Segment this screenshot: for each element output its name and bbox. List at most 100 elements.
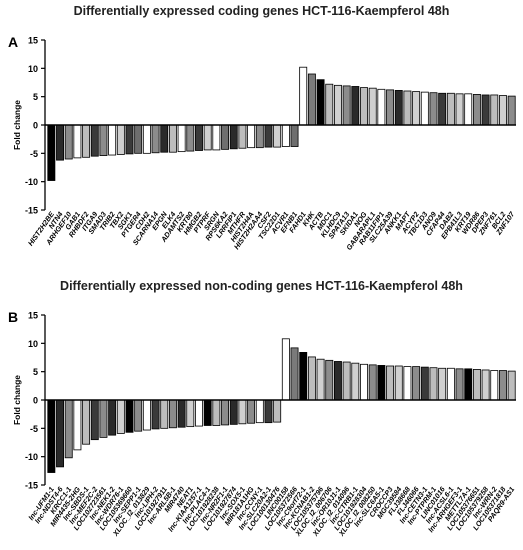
bar-mthfr: [238, 124, 247, 149]
bar-flj46066: [412, 366, 421, 401]
bar-xloc-l2-008250: [368, 364, 377, 401]
bar-lnc-or10j1-1: [333, 361, 342, 401]
y-tick-label: -10: [25, 177, 38, 187]
bar-nog: [360, 87, 368, 126]
panel-a: Differentially expressed coding genes HC…: [8, 4, 517, 252]
bar-ptprf: [203, 124, 212, 151]
y-tick-label: -5: [30, 149, 38, 159]
bar-flj38668: [403, 366, 412, 401]
bar-neat1: [186, 399, 195, 428]
bar-cfap44: [438, 92, 447, 126]
bar-lnc-nek1-2: [108, 399, 117, 436]
panel-b: Differentially expressed non-coding gene…: [0, 275, 523, 550]
y-tick-label: 10: [28, 339, 38, 349]
bar-mettl7a-1: [464, 368, 473, 401]
bar-lnc-slc20a2-1: [264, 399, 273, 424]
bar-tbc1d3: [420, 91, 429, 126]
bar-lnc-plac4-1: [203, 399, 212, 426]
bar-lnc-sepp1-1: [134, 399, 143, 432]
bar-lnc-ufm1-1: [47, 399, 56, 473]
bar-loc101928304: [360, 363, 368, 401]
y-tick-label: 5: [33, 367, 38, 377]
bar-mir181a1hg: [247, 399, 256, 424]
bar-epgn: [160, 124, 169, 153]
bar-krt80: [186, 124, 195, 152]
bar-xloc-l2-014096: [342, 361, 351, 401]
bar-mdc1: [325, 83, 334, 126]
bar-actb: [316, 79, 325, 126]
chart-title: Differentially expressed coding genes HC…: [73, 4, 450, 18]
y-axis-label: Fold change: [12, 375, 22, 425]
bar-loc101927911: [160, 399, 169, 429]
bar-tsc22d1: [273, 124, 282, 148]
bar-efnb1: [290, 124, 299, 147]
bar-gabarapl1: [368, 87, 377, 126]
bar-hmgb2: [195, 124, 203, 151]
bar-loc105375796: [316, 358, 325, 401]
bar-loc105372566: [290, 347, 299, 401]
bar-rhbdf2: [82, 124, 91, 158]
bar-hist2h4a: [247, 124, 256, 149]
y-tick-label: -5: [30, 424, 38, 434]
bar-itga9: [90, 124, 99, 157]
bar-ntn4: [56, 124, 64, 161]
bar-tbx2: [116, 124, 125, 155]
bar-lnc-wrn-2: [490, 370, 499, 401]
bar-rps6ka2: [221, 124, 230, 150]
bar-acvr1: [281, 124, 290, 147]
bar-lnc-kiaa1257-1: [195, 399, 203, 427]
y-axis-label: Fold change: [12, 100, 22, 150]
bar-epb41l3: [455, 93, 464, 126]
bar-loc101927874: [229, 399, 238, 425]
y-tick-label: -15: [25, 481, 38, 491]
bar-mir4740: [177, 399, 186, 428]
bar-skida1: [351, 86, 360, 126]
bar-loc105371818: [499, 370, 507, 401]
bar-loc105376651: [472, 369, 481, 401]
bar-lrrfip1: [229, 124, 238, 150]
bar-loc100130476: [273, 399, 282, 423]
bar-lnc-liph-2: [151, 399, 160, 430]
bar-krt19: [464, 93, 473, 126]
bar-linc00158: [281, 338, 290, 401]
bar-srgn: [212, 124, 221, 151]
bar-dab2: [446, 92, 455, 126]
bar-lnc-ccny-1: [255, 399, 264, 424]
bar-sgk1: [125, 124, 134, 155]
chart-title: Differentially expressed non-coding gene…: [60, 279, 463, 293]
y-tick-label: 15: [28, 36, 38, 46]
bar-lnc-slc6a5-1: [377, 365, 386, 401]
bar-ankk1: [394, 90, 403, 126]
y-tick-label: 10: [28, 64, 38, 74]
y-tick-label: 0: [33, 396, 38, 406]
bar-scarna14: [151, 124, 160, 154]
bar-mapt: [403, 90, 412, 126]
y-tick-label: 5: [33, 92, 38, 102]
bar-lnc-arl5b-1: [168, 399, 177, 429]
bar-mgc39584: [394, 365, 403, 401]
bar-trib2: [108, 124, 117, 156]
bar-hist2h2aa4: [255, 124, 264, 149]
bar-cdh2: [142, 124, 151, 154]
panel-label: A: [8, 34, 19, 50]
bar-klhdc9: [333, 84, 342, 126]
bar-loc102723561: [99, 399, 108, 438]
y-tick-label: 0: [33, 121, 38, 131]
y-tick-label: -15: [25, 206, 38, 216]
bar-znf761: [490, 94, 499, 126]
bar-khk: [307, 73, 316, 126]
bar-lnc-mef2c-2: [90, 399, 99, 441]
bar-csf2: [264, 124, 273, 148]
bar-slc25a39: [386, 89, 395, 126]
bar-lnc-ctrb1-1: [351, 362, 360, 401]
bar-fahd1: [299, 66, 308, 126]
bar-smad3: [99, 124, 108, 157]
bar-lnc-arhgef3-1: [455, 368, 464, 401]
bar-loc105369660: [125, 399, 134, 433]
bar-znf107: [507, 95, 516, 126]
bar-elk4: [168, 124, 177, 153]
bar-linc01016: [438, 367, 447, 401]
bar-lnc-ptprm-1: [429, 367, 438, 401]
